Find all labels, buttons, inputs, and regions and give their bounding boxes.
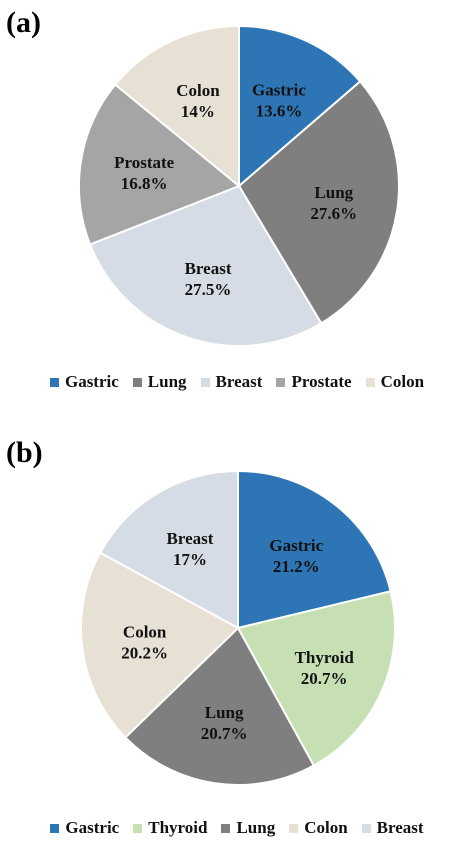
legend-swatch [361, 823, 371, 833]
legend-swatch [50, 823, 60, 833]
slice-label-colon: Colon 14% [176, 81, 220, 121]
pie-slice-colon [113, 24, 240, 189]
legend-label: Gastric [64, 372, 119, 391]
legend-swatch [133, 823, 143, 833]
slice-label-prostate: Prostate 16.8% [114, 153, 175, 193]
legend-label: Prostate [291, 372, 352, 391]
panel-label-a: (a) [6, 6, 41, 39]
slice-label-thyroid: Thyroid 20.7% [295, 648, 355, 688]
slice-label-gastric: Gastric 21.2% [269, 536, 323, 576]
pie-slice-lung [237, 80, 400, 325]
slice-label-lung: Lung 20.7% [201, 703, 248, 743]
legend-label: Colon [304, 818, 348, 837]
pie-slice-breast [98, 469, 239, 630]
pie-chart-b: Gastric 21.2% Thyroid 20.7% Lung 20.7% Colon 20… [80, 469, 396, 786]
legend-item-prostate: Prostate [276, 372, 352, 392]
legend-item-gastric: Gastric [49, 372, 119, 392]
slice-label-breast: Breast 17% [167, 529, 214, 569]
slice-label-breast: Breast 27.5% [185, 259, 232, 299]
legend-item-lung: Lung [132, 372, 187, 392]
legend-item-lung: Lung [221, 818, 275, 838]
legend-swatch [365, 377, 375, 387]
chart-panel-a: Gastric 13.6% Lung 27.6% Breast 27.5% Prostate… [0, 0, 474, 410]
legend-label: Thyroid [148, 818, 208, 837]
slice-label-gastric: Gastric 13.6% [252, 81, 306, 121]
legend-label: Breast [215, 372, 263, 391]
pie-slice-lung [124, 626, 316, 786]
legend-label: Breast [376, 818, 424, 837]
pie-slice-breast [88, 184, 323, 347]
pie-slice-colon [80, 551, 240, 739]
legend-swatch [276, 377, 286, 387]
legend-label: Colon [380, 372, 425, 391]
legend-swatch [49, 377, 59, 387]
legend-item-thyroid: Thyroid [133, 818, 207, 838]
legend-item-gastric: Gastric [50, 818, 119, 838]
legend-swatch [200, 377, 210, 387]
legend-item-colon: Colon [289, 818, 348, 838]
legend-swatch [132, 377, 142, 387]
legend-label: Lung [236, 818, 276, 837]
legend-label: Gastric [65, 818, 120, 837]
slice-label-colon: Colon 20.2% [121, 623, 168, 663]
legend-swatch [289, 823, 299, 833]
legend-item-colon: Colon [365, 372, 425, 392]
pie-slice-gastric [238, 24, 362, 189]
pie-chart-a: Gastric 13.6% Lung 27.6% Breast 27.5% Prostate… [78, 24, 400, 347]
slice-label-lung: Lung 27.6% [310, 183, 357, 223]
chart-panel-b: Gastric 21.2% Thyroid 20.7% Lung 20.7% Colon 20… [0, 430, 474, 844]
legend-b: Gastric Thyroid Lung Colon Breast [0, 818, 474, 838]
pie-slice-prostate [78, 83, 241, 246]
legend-swatch [221, 823, 231, 833]
legend-label: Lung [147, 372, 187, 391]
legend-a: Gastric Lung Breast Prostate Colon [0, 372, 474, 392]
pie-slice-gastric [237, 469, 392, 630]
legend-item-breast: Breast [361, 818, 424, 838]
panel-label-b: (b) [6, 436, 43, 469]
pie-slice-thyroid [236, 590, 396, 767]
legend-item-breast: Breast [200, 372, 263, 392]
